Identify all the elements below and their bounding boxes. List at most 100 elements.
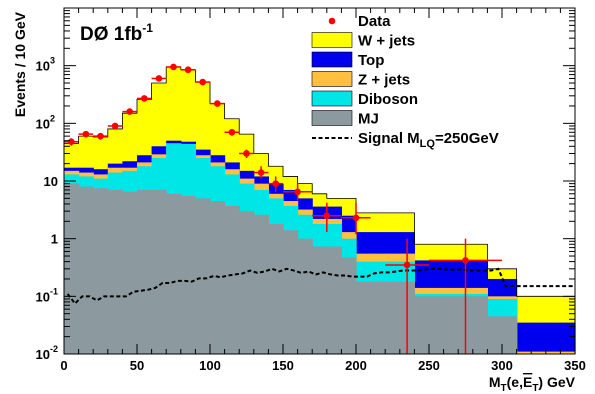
bar-mj (78, 186, 94, 354)
bar-mj (253, 214, 269, 354)
data-point (239, 149, 254, 159)
bar-mj (429, 296, 445, 354)
x-tick-label: 350 (564, 358, 586, 373)
y-tick-exponent: -2 (50, 344, 58, 354)
signal-curve (66, 267, 575, 306)
bar-mj (487, 316, 503, 354)
legend-label: Diboson (358, 91, 418, 108)
legend-item-z-jets: Z + jets (311, 71, 410, 89)
x-tick-label: 150 (272, 358, 294, 373)
legend-swatch (311, 51, 353, 68)
legend-item-w-jets: W + jets (311, 32, 415, 50)
data-point (385, 238, 429, 354)
y-tick-exponent: 2 (50, 113, 55, 123)
bar-z-jets (545, 351, 561, 354)
data-point (283, 183, 313, 201)
stack-outline (63, 66, 576, 354)
bar-mj (312, 246, 328, 354)
bar-mj (195, 198, 211, 354)
bar-top (516, 322, 532, 354)
x-tick-label: 100 (199, 358, 221, 373)
data-point (166, 63, 181, 71)
x-tick-label: 0 (60, 358, 67, 373)
legend-swatch (311, 110, 353, 126)
data-point (429, 238, 502, 354)
data-point (224, 128, 240, 136)
data-point (195, 78, 210, 86)
signal-layer (66, 267, 575, 306)
data-point (64, 138, 79, 146)
legend-label: Signal MLQ=250GeV (358, 130, 499, 150)
data-point (137, 95, 152, 102)
bar-mj (502, 316, 518, 354)
bar-mj (443, 296, 459, 354)
x-tick-label: 250 (418, 358, 440, 373)
bar-mj (166, 193, 182, 354)
bar-mj (122, 191, 138, 354)
legend-item-mj: MJ (311, 110, 379, 128)
y-tick-exponent: -1 (50, 286, 58, 296)
x-tick-label: 50 (130, 358, 144, 373)
bar-z-jets (531, 351, 547, 354)
data-point (107, 122, 123, 130)
bar-mj (93, 188, 109, 354)
bar-mj (326, 246, 342, 354)
data-point (253, 166, 269, 179)
bar-mj (341, 257, 357, 354)
legend-swatch (311, 71, 353, 87)
bar-z-jets (516, 351, 532, 354)
bar-top (560, 322, 576, 354)
bar-mj (180, 195, 196, 354)
legend-item-data: Data (328, 13, 391, 30)
bar-top (545, 322, 561, 354)
legend-swatch (311, 90, 353, 107)
y-tick-label: 1 (51, 232, 58, 247)
data-point (180, 66, 196, 74)
data-point (341, 202, 371, 235)
bar-mj (224, 205, 240, 354)
x-axis-label: MT(e,ET) GeV (489, 374, 576, 394)
bar-mj (370, 281, 386, 354)
bar-mj (414, 296, 430, 354)
legend-label: Z + jets (358, 72, 410, 89)
bar-mj (137, 189, 153, 354)
data-point (312, 202, 342, 233)
bar-mj (64, 183, 80, 354)
legend-swatch (311, 32, 353, 48)
bar-top (531, 322, 547, 354)
bar-mj (297, 238, 313, 354)
legend-item-signal-m-lq-250gev: Signal MLQ=250GeV (312, 130, 499, 150)
legend-label: MJ (358, 111, 379, 128)
y-axis-label: Events / 10 GeV (12, 11, 28, 117)
x-tick-label: 200 (345, 358, 367, 373)
chart-title: DØ 1fb-1 (80, 21, 153, 45)
y-tick-label: 10 (36, 59, 50, 74)
legend-item-top: Top (311, 51, 384, 69)
data-point (268, 176, 283, 192)
x-tick-label: 300 (491, 358, 513, 373)
data-point (210, 100, 225, 107)
y-tick-exponent: 3 (50, 56, 55, 66)
y-tick-label: 10 (44, 174, 58, 189)
y-tick-label: 10 (36, 116, 50, 131)
bar-mj (472, 296, 488, 354)
data-point (78, 130, 94, 138)
legend-label: Data (358, 13, 391, 30)
data-point (93, 132, 108, 140)
bar-mj (107, 189, 123, 354)
bar-mj (385, 281, 401, 354)
legend: Data W + jets Top Z + jets Diboson MJ Signal M… (311, 13, 499, 150)
data-point (122, 108, 137, 115)
legend-label: Top (358, 52, 384, 69)
data-point (151, 75, 167, 82)
bar-mj (356, 281, 372, 354)
bar-mj (283, 230, 299, 354)
y-tick-label: 10 (36, 289, 50, 304)
bar-mj (151, 189, 167, 354)
bar-mj (268, 223, 284, 354)
bar-mj (239, 211, 255, 354)
data-points (64, 63, 502, 354)
legend-item-diboson: Diboson (311, 90, 418, 108)
